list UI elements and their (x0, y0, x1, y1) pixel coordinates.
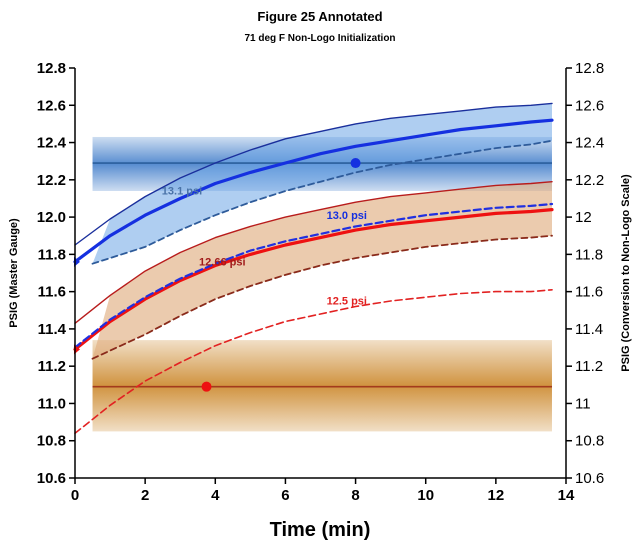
series-line-red-thick (73, 208, 554, 351)
y-tick-label-right: 11.2 (575, 358, 603, 375)
y-tick-label-right: 12.4 (575, 135, 604, 152)
blue-envelope (92, 103, 552, 264)
y-tick-label-left: 11.2 (38, 358, 66, 375)
y-tick-label-left: 12.4 (37, 135, 67, 152)
y-tick-label-left: 12.0 (37, 209, 66, 226)
y-tick-label-right: 12 (575, 209, 592, 226)
y-tick-label-left: 11.0 (38, 395, 66, 412)
y-tick-label-right: 12.2 (575, 172, 604, 189)
y-tick-label-left: 11.6 (38, 284, 66, 301)
y-tick-label-right: 11.4 (575, 321, 603, 338)
y-tick-label-left: 11.8 (38, 246, 66, 263)
series-line-blue-lower-dashed (91, 139, 553, 265)
annotation-label-2: 12.66 psi (199, 257, 245, 269)
y-axis-label-left: PSIG (Master Gauge) (8, 218, 20, 328)
x-tick-label: 2 (141, 487, 149, 504)
chart-subtitle: 71 deg F Non-Logo Initialization (244, 33, 395, 44)
x-axis-label: Time (min) (270, 519, 371, 541)
ticks: 10.6 10.6 10.8 10.8 11.0 11 11.2 11.2 11.4 11.4 11… (37, 60, 604, 504)
series-line-red-lower-dashed (91, 234, 553, 360)
y-tick-label-left: 12.8 (37, 60, 66, 77)
orange-envelope (92, 181, 552, 359)
series-line-blue-upper-thin (74, 102, 553, 246)
x-tick-label: 14 (558, 487, 575, 504)
x-tick-label: 4 (211, 487, 220, 504)
x-tick-label: 12 (488, 487, 505, 504)
y-tick-label-right: 12.8 (575, 60, 604, 77)
y-tick-label-right: 10.6 (575, 470, 604, 487)
y-tick-label-right: 11.6 (575, 284, 603, 301)
y-tick-label-right: 10.8 (575, 433, 604, 450)
marker-point-1 (201, 381, 212, 392)
y-tick-label-left: 12.2 (37, 172, 66, 189)
marker-point-0 (350, 158, 361, 169)
x-tick-label: 6 (281, 487, 289, 504)
plot-area: 13.1 psi 13.0 psi 12.66 psi 12.5 psi (73, 102, 554, 435)
series-line-blue-dashed-overlay (73, 202, 554, 349)
series-line-red-dashed-bottom (74, 289, 553, 435)
annotation-label-3: 12.5 psi (327, 296, 367, 308)
y-axis-label-right: PSIG (Conversion to Non-Logo Scale) (620, 174, 632, 372)
y-tick-label-left: 12.6 (37, 97, 66, 114)
y-tick-label-right: 11 (575, 395, 591, 412)
y-tick-label-left: 10.6 (37, 470, 66, 487)
series-line-blue-thick (73, 118, 554, 264)
series-line-red-upper-thin (74, 181, 553, 324)
y-tick-label-left: 11.4 (38, 321, 67, 338)
x-tick-label: 0 (71, 487, 79, 504)
y-tick-label-right: 11.8 (575, 246, 603, 263)
chart-title: Figure 25 Annotated (257, 9, 382, 24)
annotation-label-1: 13.0 psi (327, 210, 367, 222)
band-1 (92, 340, 552, 432)
annotation-label-0: 13.1 psi (162, 186, 202, 198)
x-tick-label: 10 (417, 487, 434, 504)
y-tick-label-right: 12.6 (575, 97, 604, 114)
x-tick-label: 8 (351, 487, 359, 504)
y-tick-label-left: 10.8 (37, 433, 66, 450)
